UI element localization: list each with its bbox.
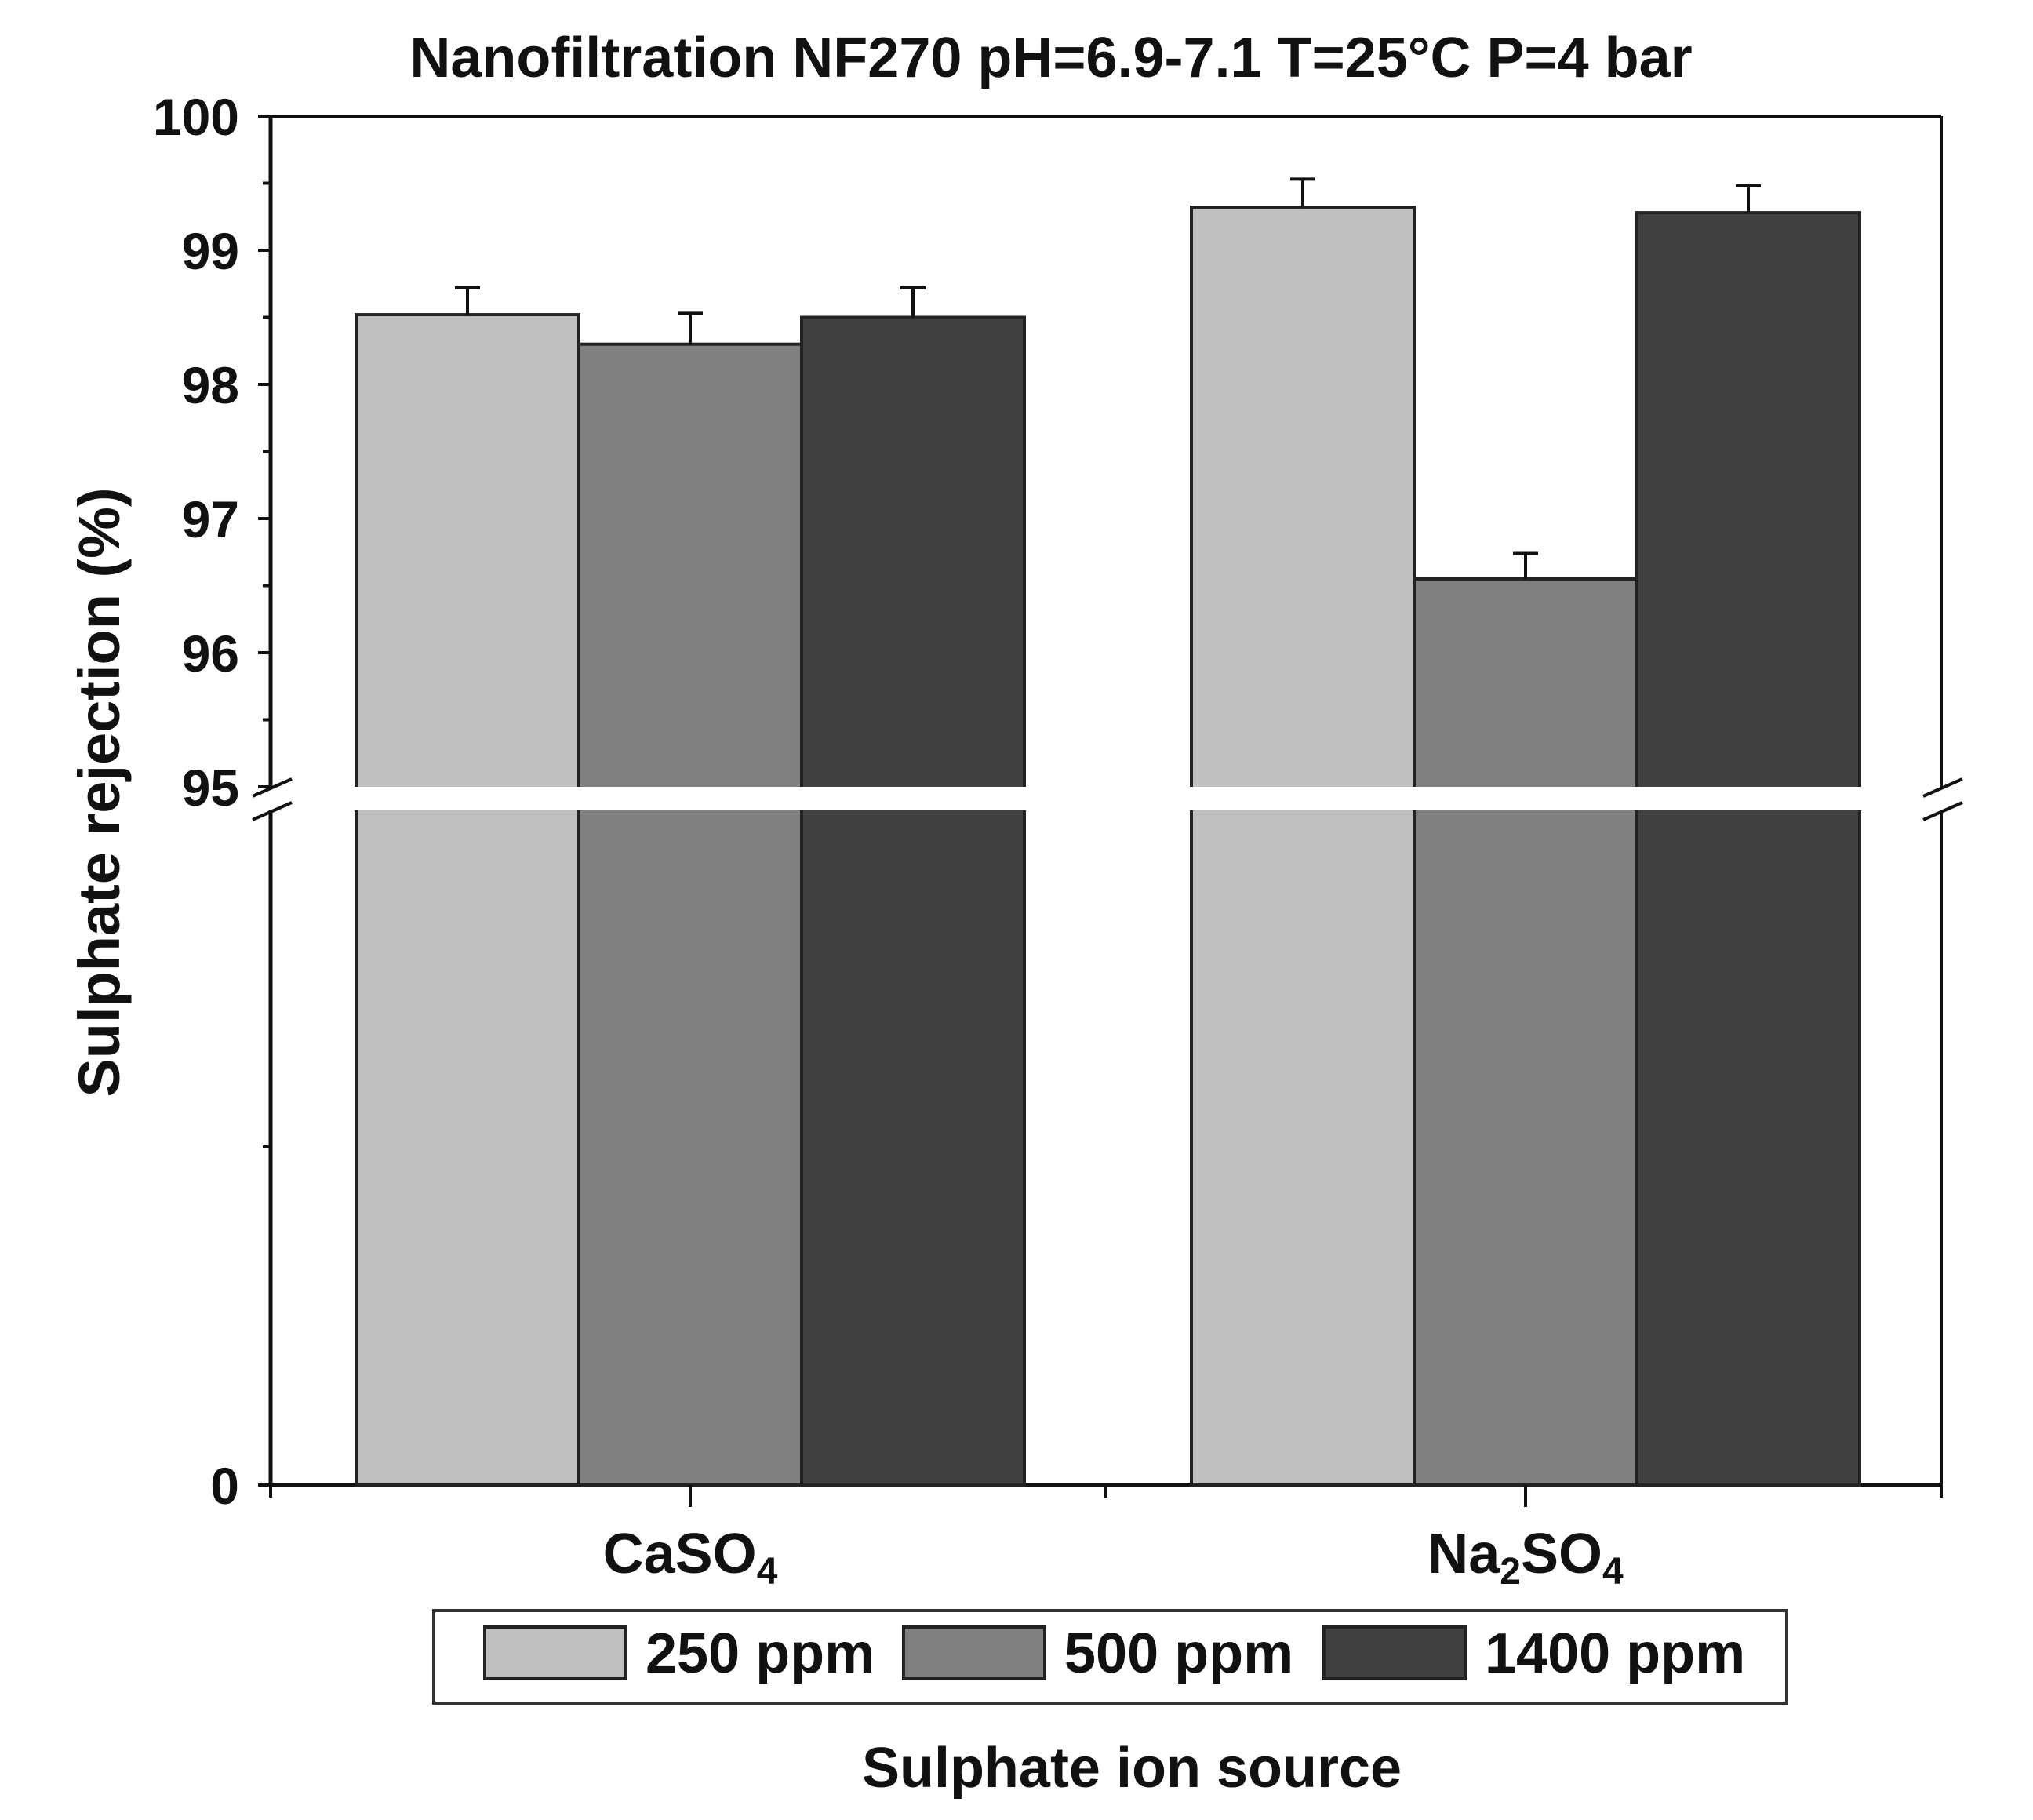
axis-break-mark	[252, 801, 293, 821]
legend-swatch-250-ppm	[483, 1625, 627, 1680]
bar-1400-ppm-1	[800, 315, 1026, 1487]
legend-label: 1400 ppm	[1485, 1622, 1745, 1685]
legend-box	[432, 1609, 1788, 1705]
y-tick-label: 0	[210, 1457, 239, 1515]
y-tick-label: 96	[182, 624, 239, 682]
axis-break-gap	[235, 787, 1984, 810]
chart-title: Nanofiltration NF270 pH=6.9-7.1 T=25°C P…	[409, 27, 1692, 89]
bar-500-ppm-1	[577, 342, 803, 1487]
axis-break-mark	[252, 777, 293, 798]
y-tick-label: 100	[153, 88, 239, 146]
x-axis-label: Sulphate ion source	[862, 1737, 1402, 1800]
bar-1400-ppm-2	[1635, 211, 1861, 1487]
y-axis-label: Sulphate rejection (%)	[67, 487, 132, 1097]
bar-500-ppm-2	[1413, 577, 1638, 1487]
y-tick-label: 97	[182, 490, 239, 548]
axis-break-mark	[1922, 777, 1963, 798]
plot-area: 95 96 97 98 99 100 0 CaSO4 Na2SO4	[153, 88, 1984, 1592]
axis-break-mark	[1922, 801, 1963, 821]
legend-swatch-1400-ppm	[1322, 1625, 1467, 1680]
legend-label: 500 ppm	[1064, 1622, 1293, 1685]
legend-swatch-500-ppm	[902, 1625, 1046, 1680]
y-tick-label: 99	[182, 222, 239, 280]
bar-250-ppm-2	[1190, 206, 1416, 1487]
x-tick-label: CaSO4	[603, 1523, 778, 1592]
y-tick-label: 95	[182, 759, 239, 817]
x-tick-label: Na2SO4	[1427, 1523, 1624, 1592]
legend-label: 250 ppm	[646, 1622, 875, 1685]
y-tick-label: 98	[182, 356, 239, 414]
bar-250-ppm-1	[355, 313, 580, 1487]
legend: 250 ppm 500 ppm 1400 ppm	[432, 1609, 1788, 1705]
